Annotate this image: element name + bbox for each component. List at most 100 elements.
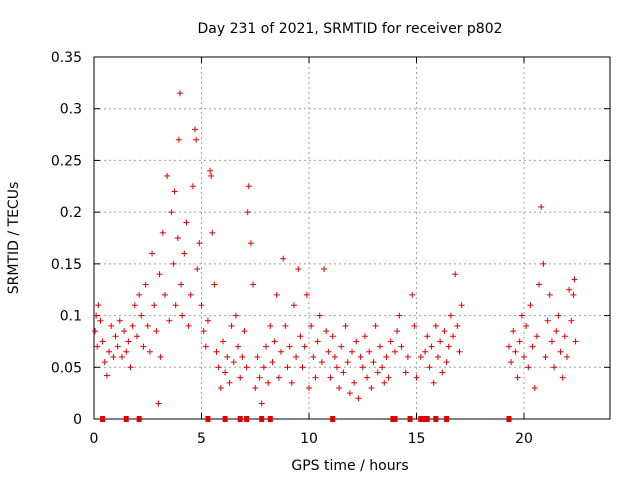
data-point (437, 338, 444, 345)
data-point (398, 343, 405, 350)
data-point (220, 338, 226, 345)
data-point (368, 384, 375, 391)
data-point (441, 328, 448, 335)
data-point (278, 348, 285, 355)
data-point (99, 338, 106, 345)
zero-flag-marker (506, 416, 512, 422)
zero-flag-marker (424, 416, 430, 422)
data-point (342, 322, 349, 329)
data-point (211, 281, 218, 288)
data-point (112, 333, 119, 340)
y-tick-label: 0.2 (60, 205, 82, 221)
data-point (275, 374, 282, 381)
data-point (204, 317, 211, 324)
data-point (121, 328, 128, 335)
grid (94, 57, 610, 419)
data-point (559, 374, 566, 381)
plot-frame (93, 56, 611, 420)
data-point (267, 322, 274, 329)
data-point (402, 369, 409, 376)
data-point (239, 353, 246, 360)
data-point (404, 353, 411, 360)
data-point (108, 322, 115, 329)
x-tick-label: 10 (300, 431, 318, 447)
data-point (312, 374, 319, 381)
data-point (510, 328, 517, 335)
data-point (237, 374, 244, 381)
data-point (359, 364, 366, 371)
data-point (338, 343, 345, 350)
data-point (505, 343, 512, 350)
data-point (131, 302, 138, 309)
data-point (192, 126, 199, 133)
data-point (103, 372, 110, 379)
data-point (187, 291, 194, 298)
data-point (140, 343, 147, 350)
data-point (138, 312, 145, 319)
data-points (92, 90, 579, 407)
data-point (256, 374, 263, 381)
data-point (153, 328, 160, 335)
data-point (174, 235, 181, 241)
zero-flag-marker (267, 416, 273, 422)
data-point (136, 291, 143, 298)
data-point (428, 343, 435, 350)
data-point (166, 317, 173, 324)
data-point (198, 302, 205, 309)
data-point (125, 338, 132, 345)
data-point (381, 379, 388, 386)
data-point (127, 364, 134, 371)
y-tick-label: 0 (73, 412, 82, 428)
zero-flag-marker (100, 416, 106, 422)
data-point (355, 395, 362, 402)
zero-flag-marker (433, 416, 439, 422)
data-point (333, 364, 340, 371)
data-point (314, 338, 321, 345)
data-point (247, 240, 254, 247)
data-point (282, 322, 289, 329)
data-point (439, 369, 446, 376)
data-point (155, 400, 162, 407)
data-point (123, 348, 130, 355)
data-point (344, 359, 351, 366)
data-point (254, 353, 261, 360)
x-tick-label: 20 (515, 431, 533, 447)
data-point (183, 219, 190, 226)
data-point (92, 328, 99, 335)
x-axis-label: GPS time / hours (291, 458, 408, 474)
data-point (336, 384, 343, 391)
y-tick-label: 0.1 (60, 309, 82, 325)
data-point (202, 343, 209, 350)
zero-flag-marker (244, 416, 250, 422)
data-point (447, 312, 454, 319)
data-point (370, 359, 377, 366)
data-point (325, 348, 332, 355)
data-point (114, 343, 121, 350)
data-point (523, 322, 530, 329)
data-point (265, 379, 272, 386)
data-point (571, 276, 578, 283)
data-point (164, 172, 171, 179)
data-point (546, 291, 553, 298)
data-point (217, 384, 224, 391)
data-point (413, 374, 420, 381)
data-point (452, 271, 459, 278)
data-point (450, 333, 457, 340)
zero-flag-marker (205, 416, 211, 422)
data-point (346, 390, 353, 397)
data-point (557, 348, 564, 355)
data-point (297, 333, 304, 340)
data-point (538, 203, 545, 210)
data-point (151, 302, 158, 309)
data-point (458, 302, 465, 309)
data-point (241, 328, 248, 335)
data-point (445, 343, 452, 350)
data-point (426, 364, 433, 371)
data-point (243, 364, 250, 371)
data-point (327, 374, 334, 381)
data-point (185, 322, 192, 329)
x-tick-label: 15 (408, 431, 426, 447)
data-point (379, 364, 386, 371)
data-point (178, 281, 185, 288)
